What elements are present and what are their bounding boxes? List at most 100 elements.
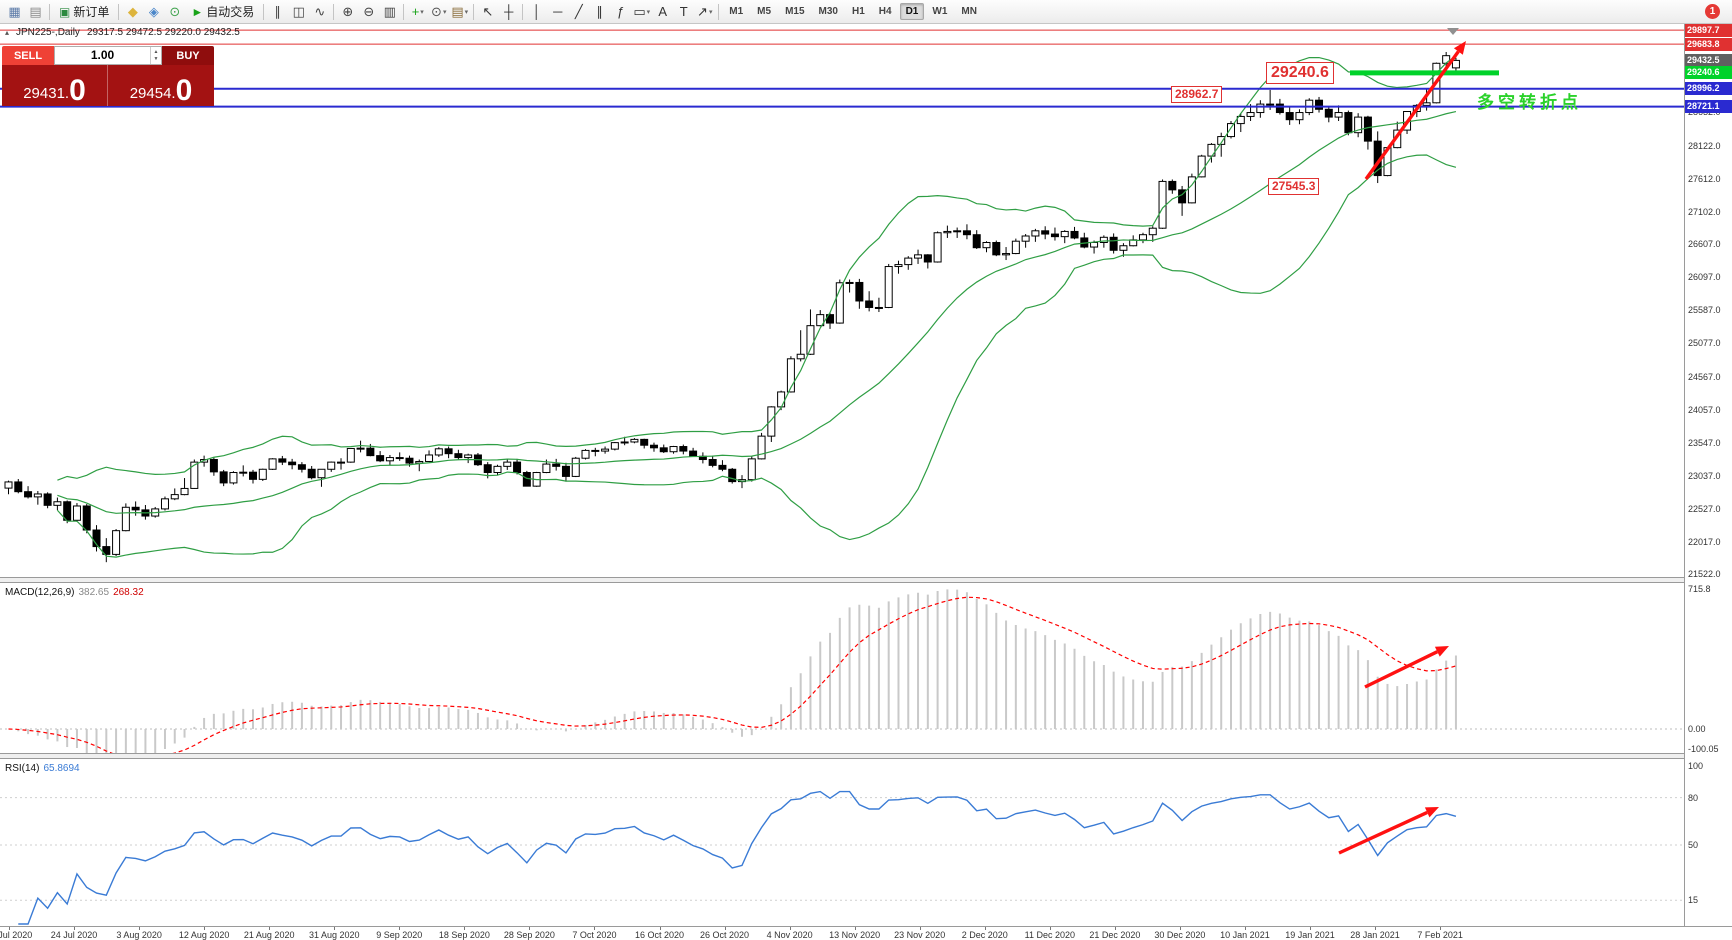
dropdown-caret-icon: ▾ [420,8,424,16]
scripts-icon[interactable]: ⊙ [164,2,185,22]
turning-point-note[interactable]: 多空转折点 [1477,93,1582,112]
scripts-icon: ⊙ [169,3,181,19]
candle-body [1148,227,1157,236]
horizontal-line-icon: ─ [553,3,563,19]
cursor-icon[interactable]: ↖ [477,2,498,22]
time-scale[interactable]: 15 Jul 2020 24 Jul 2020 3 Aug 2020 12 Aug 2… [0,926,1732,940]
text-label-icon[interactable]: T [673,2,694,22]
text-icon[interactable]: A [652,2,673,22]
price-scale[interactable]: 28632.028122.027612.027102.026607.026097… [1684,24,1732,926]
candle-body [1011,240,1020,255]
candle-body [483,464,492,474]
vertical-line-icon[interactable]: │ [526,2,547,22]
candle-body [561,465,570,477]
candle-body [669,446,678,453]
date-label: 15 Jul 2020 [0,930,33,940]
new-order-button[interactable]: ▣ 新订单 [53,2,115,22]
timeframe-m30[interactable]: M30 [818,6,838,17]
timeframe-m5[interactable]: M5 [757,6,772,17]
rsi-pane[interactable] [0,759,1684,926]
new-chart-icon[interactable]: ▦ [4,2,25,22]
symbol-icon: ▴ [5,28,10,37]
line-chart-icon[interactable]: ∿ [309,2,330,22]
notifications-badge[interactable]: 1 [1705,4,1720,19]
date-label: 23 Nov 2020 [894,930,946,940]
price-chart-pane[interactable] [0,24,1684,577]
candle-body [503,461,512,467]
time-scale-tick [919,927,921,930]
volume-input[interactable]: 1.00 ▲ ▼ [54,46,162,65]
bollinger-band-line [56,154,1457,558]
time-scale-tick [334,927,336,930]
experts-icon: ◈ [148,3,159,19]
candle-body [914,254,923,259]
volume-down-icon[interactable]: ▼ [153,55,159,62]
arrows-tool-icon[interactable]: ↗ ▾ [694,2,715,22]
buy-price[interactable]: 29454. 0 [108,65,214,106]
candle-body [1119,245,1128,251]
candle-body [14,481,23,493]
zoom-out-icon[interactable]: ⊖ [358,2,379,22]
periods-icon[interactable]: ⊙ ▾ [428,2,449,22]
chart-area[interactable]: ▴ JPN225-,Daily 29317.5 29472.5 29220.0 … [0,24,1732,940]
candle-body [288,461,297,466]
price-annotation-27545[interactable]: 27545.3 [1268,178,1320,195]
time-scale-tick [74,927,76,930]
timeframe-h1[interactable]: H1 [851,6,865,17]
candle-body [337,461,346,464]
timeframe-d1[interactable]: D1 [899,3,925,20]
trend-arrow[interactable] [1338,810,1428,855]
indicators-icon[interactable]: + ▾ [407,2,428,22]
autotrading-button[interactable]: ► 自动交易 [185,2,260,22]
volume-up-icon[interactable]: ▲ [153,48,159,55]
profiles-icon[interactable]: ▤ [25,2,46,22]
fibonacci-icon[interactable]: ƒ [610,2,631,22]
candle-body [904,257,913,266]
timeframe-m1[interactable]: M1 [729,6,744,17]
price-annotation-29240[interactable]: 29240.6 [1266,62,1334,84]
candle-body [1334,112,1343,118]
channel-icon[interactable]: ∥ [589,2,610,22]
pane-separator[interactable] [0,577,1732,583]
timeframe-w1[interactable]: W1 [932,6,948,17]
candle-body [1344,112,1353,134]
trend-arrow-head[interactable] [1453,41,1466,55]
pane-separator[interactable] [0,753,1732,759]
trend-arrow-head[interactable] [1434,646,1449,657]
horizontal-line-icon[interactable]: ─ [547,2,568,22]
sell-button[interactable]: SELL [2,46,54,65]
buy-button[interactable]: BUY [162,46,214,65]
bar-chart-icon[interactable]: ∥ [267,2,288,22]
trend-arrow[interactable] [1364,650,1439,689]
crosshair-icon[interactable]: ┼ [498,2,519,22]
shapes-icon[interactable]: ▭ ▾ [631,2,652,22]
candle-body [346,447,355,463]
metaeditor-icon[interactable]: ◆ [122,2,143,22]
trendline-icon[interactable]: ╱ [568,2,589,22]
chart-title: ▴ JPN225-,Daily 29317.5 29472.5 29220.0 … [5,27,240,38]
candle-body [1354,116,1363,134]
price-annotation-28962[interactable]: 28962.7 [1171,86,1223,103]
arrows-tool-icon: ↗ [697,3,708,19]
macd-pane[interactable] [0,583,1684,753]
candle-body [1158,180,1167,229]
date-label: 21 Dec 2020 [1089,930,1141,940]
zoom-in-icon[interactable]: ⊕ [337,2,358,22]
experts-icon[interactable]: ◈ [143,2,164,22]
timeframe-mn[interactable]: MN [961,6,977,17]
timeframe-h4[interactable]: H4 [878,6,892,17]
trend-arrow-head[interactable] [1424,807,1439,818]
volume-value[interactable]: 1.00 [90,48,115,62]
candlestick-chart-icon[interactable]: ◫ [288,2,309,22]
candle-body [513,461,522,474]
candle-body [777,391,786,408]
candle-body [239,471,248,474]
templates-icon[interactable]: ▤ ▾ [449,2,470,22]
chart-shift-marker[interactable] [1447,28,1459,35]
tile-windows-icon[interactable]: ▥ [379,2,400,22]
timeframe-m15[interactable]: M15 [785,6,805,17]
candle-body [297,464,306,470]
sell-price[interactable]: 29431. 0 [2,65,108,106]
buy-price-big-digit: 0 [175,73,193,107]
trend-arrow[interactable] [1364,50,1460,180]
